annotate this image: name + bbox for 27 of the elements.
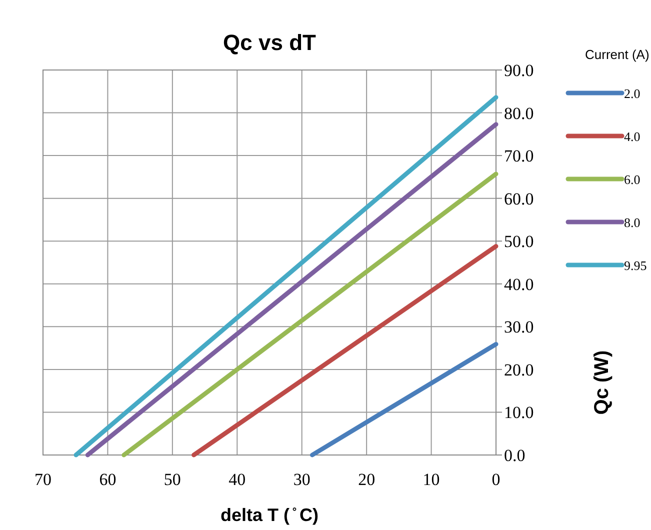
legend-title: Current (A) <box>585 47 650 62</box>
y-tick-label: 10.0 <box>504 403 534 422</box>
y-tick-label: 60.0 <box>504 189 534 208</box>
y-tick-label: 80.0 <box>504 104 534 123</box>
legend-label: 9.95 <box>624 258 647 273</box>
y-tick-label: 70.0 <box>504 146 534 166</box>
y-tick-label: 0.0 <box>504 446 526 465</box>
x-tick-label: 10 <box>422 470 440 489</box>
y-tick-label: 90.0 <box>504 61 534 80</box>
y-tick-label: 40.0 <box>504 274 534 294</box>
chart-title: Qc vs dT <box>223 30 317 55</box>
x-tick-label: 70 <box>34 470 52 489</box>
legend-label: 4.0 <box>624 129 640 144</box>
legend-label: 2.0 <box>624 86 640 101</box>
x-tick-label: 40 <box>228 470 246 489</box>
y-axis-title: Qc (W) <box>591 350 613 415</box>
y-tick-label: 30.0 <box>504 318 534 337</box>
legend-label: 6.0 <box>624 172 640 187</box>
x-tick-label: 50 <box>164 470 181 489</box>
legend-label: 8.0 <box>624 215 640 230</box>
x-axis-title: delta T ( ̊ C) <box>220 505 319 525</box>
x-tick-label: 0 <box>492 470 500 489</box>
x-tick-label: 60 <box>99 470 116 489</box>
y-tick-label: 20.0 <box>504 360 534 380</box>
x-tick-label: 20 <box>358 470 376 489</box>
y-tick-label: 50.0 <box>504 232 534 252</box>
x-tick-label: 30 <box>293 470 310 489</box>
